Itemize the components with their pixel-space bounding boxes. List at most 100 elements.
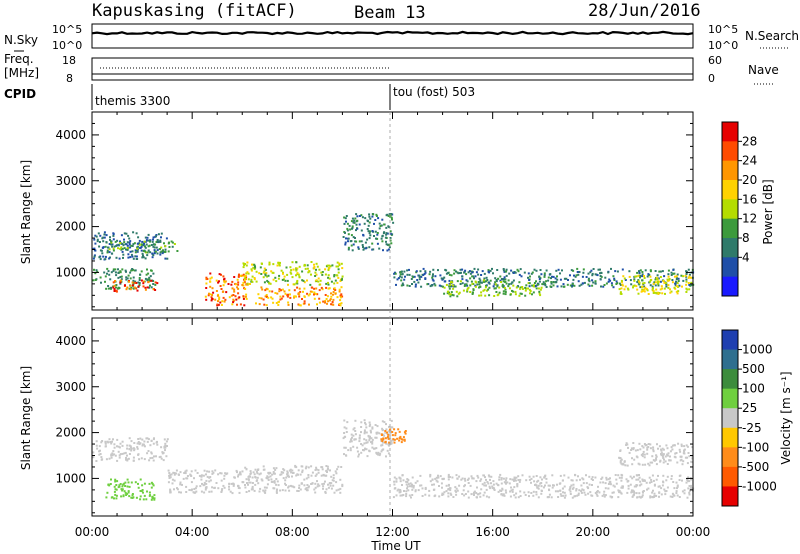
data-cell [263,490,266,493]
data-cell [265,486,268,489]
data-cell [375,213,378,216]
data-cell [180,491,182,494]
data-cell [375,447,378,450]
data-cell [655,454,658,457]
data-cell [93,238,96,241]
data-cell [455,474,458,477]
data-cell [592,268,595,270]
data-cell [631,490,634,493]
data-cell [676,461,679,464]
data-cell [303,263,306,266]
data-cell [115,244,118,247]
data-cell [315,287,318,290]
data-cell [576,494,579,497]
data-cell [612,491,615,494]
data-cell [404,432,407,435]
data-cell [94,249,97,252]
data-cell [618,491,621,494]
data-cell [126,459,129,462]
data-cell [398,437,401,440]
data-cell [487,269,490,272]
data-cell [387,215,390,217]
data-cell [417,489,420,492]
data-cell [245,297,248,300]
data-cell [406,269,409,272]
data-cell [381,441,384,444]
data-cell [635,285,638,288]
data-cell [134,255,137,258]
data-cell [485,280,488,283]
data-cell [681,490,684,493]
data-cell [150,269,152,272]
data-cell [284,482,286,485]
data-cell [485,478,487,481]
data-cell [161,250,164,253]
data-cell [636,271,639,274]
data-cell [620,479,623,482]
data-cell [632,447,635,450]
data-cell [582,489,585,492]
data-cell [431,275,434,278]
data-cell [591,284,594,287]
data-cell [530,477,533,480]
data-cell [116,239,119,242]
data-cell [108,438,111,441]
data-cell [128,287,131,290]
data-cell [333,287,336,290]
data-cell [614,270,617,273]
data-cell [172,471,175,474]
data-cell [690,478,693,481]
data-cell [358,440,361,443]
data-cell [327,486,330,489]
data-cell [268,282,271,285]
data-cell [119,271,122,274]
data-cell [620,486,623,489]
data-cell [369,435,371,438]
data-cell [654,284,657,287]
data-cell [141,489,144,491]
data-cell [472,477,475,480]
data-cell [688,455,691,458]
data-cell [125,232,128,235]
data-cell [367,230,370,233]
data-cell [648,476,651,479]
data-cell [633,491,636,494]
data-cell [378,227,381,230]
data-cell [395,480,398,483]
data-cell [131,281,134,284]
data-cell [513,476,516,479]
data-cell [212,471,215,474]
data-cell [179,471,182,474]
data-cell [139,273,142,276]
data-cell [155,246,158,249]
data-cell [469,484,472,487]
data-cell [251,263,253,266]
data-cell [333,491,336,494]
data-cell [623,277,626,280]
data-cell [339,491,342,494]
data-cell [95,440,98,443]
data-cell [132,456,135,459]
data-cell [571,479,574,482]
data-cell [341,267,344,270]
data-cell [480,478,483,481]
data-cell [363,222,366,225]
data-cell [307,271,310,274]
data-cell [675,275,678,278]
data-cell [328,267,331,270]
data-cell [400,284,403,287]
data-cell [527,272,530,275]
data-cell [620,476,623,479]
data-cell [575,489,578,492]
data-cell [659,280,662,283]
data-cell [550,277,552,280]
colorbar-swatch [722,447,738,468]
data-cell [156,239,159,241]
data-cell [445,272,448,275]
data-cell [266,288,269,291]
data-cell [92,451,95,454]
data-cell [140,490,143,493]
data-cell [683,449,685,452]
data-cell [428,489,431,492]
